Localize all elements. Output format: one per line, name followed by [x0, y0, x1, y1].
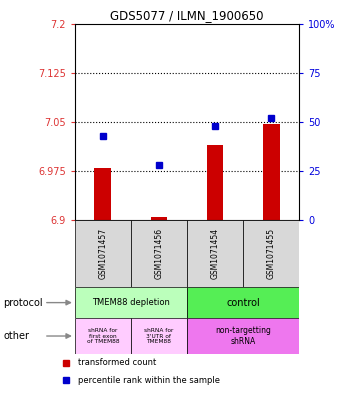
Title: GDS5077 / ILMN_1900650: GDS5077 / ILMN_1900650	[110, 9, 264, 22]
Text: shRNA for
first exon
of TMEM88: shRNA for first exon of TMEM88	[87, 328, 119, 344]
Text: control: control	[226, 298, 260, 308]
Bar	[263, 124, 279, 220]
Text: GSM1071456: GSM1071456	[154, 228, 164, 279]
Text: TMEM88 depletion: TMEM88 depletion	[92, 298, 170, 307]
Text: non-targetting
shRNA: non-targetting shRNA	[215, 326, 271, 346]
Bar	[151, 217, 167, 220]
Bar	[95, 168, 111, 220]
Bar	[131, 318, 187, 354]
Text: transformed count: transformed count	[78, 358, 156, 367]
Text: percentile rank within the sample: percentile rank within the sample	[78, 376, 220, 385]
Text: shRNA for
3'UTR of
TMEM88: shRNA for 3'UTR of TMEM88	[144, 328, 174, 344]
Bar	[75, 318, 131, 354]
Bar	[187, 287, 299, 318]
Bar	[187, 318, 299, 354]
Text: GSM1071457: GSM1071457	[98, 228, 107, 279]
Text: GSM1071454: GSM1071454	[210, 228, 220, 279]
Text: protocol: protocol	[3, 298, 43, 308]
Bar	[207, 145, 223, 220]
Bar	[131, 220, 187, 287]
Text: GSM1071455: GSM1071455	[267, 228, 276, 279]
Bar	[243, 220, 299, 287]
Bar	[75, 287, 187, 318]
Text: other: other	[3, 331, 29, 341]
Bar	[75, 220, 131, 287]
Bar	[187, 220, 243, 287]
